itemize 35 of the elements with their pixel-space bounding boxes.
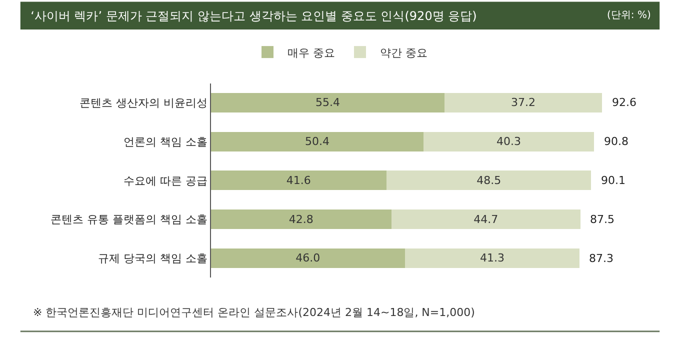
y-tick-label: 콘텐츠 유통 플랫폼의 책임 소홀 [50, 213, 208, 226]
total-label: 90.8 [604, 135, 628, 148]
text: ※ 한국언론진흥재단 미디어연구센터 온라인 설문조사(2024년 2월 14~18일, N=1,000) [33, 306, 475, 319]
data-label: 41.6 [286, 174, 311, 187]
data-label: 44.7 [474, 212, 498, 226]
bar [386, 170, 592, 190]
legend-label: 약간 중요 [380, 46, 428, 60]
bar [405, 248, 580, 268]
data-label: 46.0 [296, 252, 320, 265]
total-label: 90.1 [601, 174, 626, 187]
y-tick-label: 수요에 따른 공급 [124, 174, 208, 188]
data-label: 42.8 [288, 212, 314, 226]
bar [392, 210, 580, 230]
bar [210, 132, 424, 152]
bar [210, 93, 445, 112]
total-label: 87.5 [590, 213, 614, 226]
data-label: 40.3 [496, 135, 521, 148]
data-label: 55.4 [316, 96, 340, 110]
data-label: 37.2 [511, 96, 536, 110]
y-tick-label: 언론의 책임 소홀 [124, 135, 208, 148]
data-label: 50.4 [304, 135, 330, 148]
chart-title: ‘사이버 렉카’ 문제가 근절되지 않는다고 생각하는 요인별 중요도 인식(920명 응답) [30, 8, 477, 23]
legend-label: 매우 중요 [288, 46, 335, 60]
data-label: 41.3 [480, 252, 504, 265]
bar [210, 248, 406, 268]
y-tick-label: 콘텐츠 생산자의 비윤리성 [80, 96, 208, 110]
total-label: 92.6 [612, 96, 636, 109]
y-tick-label: 규제 당국의 책임 소홀 [98, 252, 208, 266]
bar [210, 210, 392, 230]
total-label: 87.3 [589, 252, 614, 265]
bar [424, 132, 594, 152]
text: (단위: %) [607, 10, 651, 21]
bar [444, 93, 602, 112]
bar [210, 170, 386, 190]
data-label: 48.5 [476, 174, 502, 187]
